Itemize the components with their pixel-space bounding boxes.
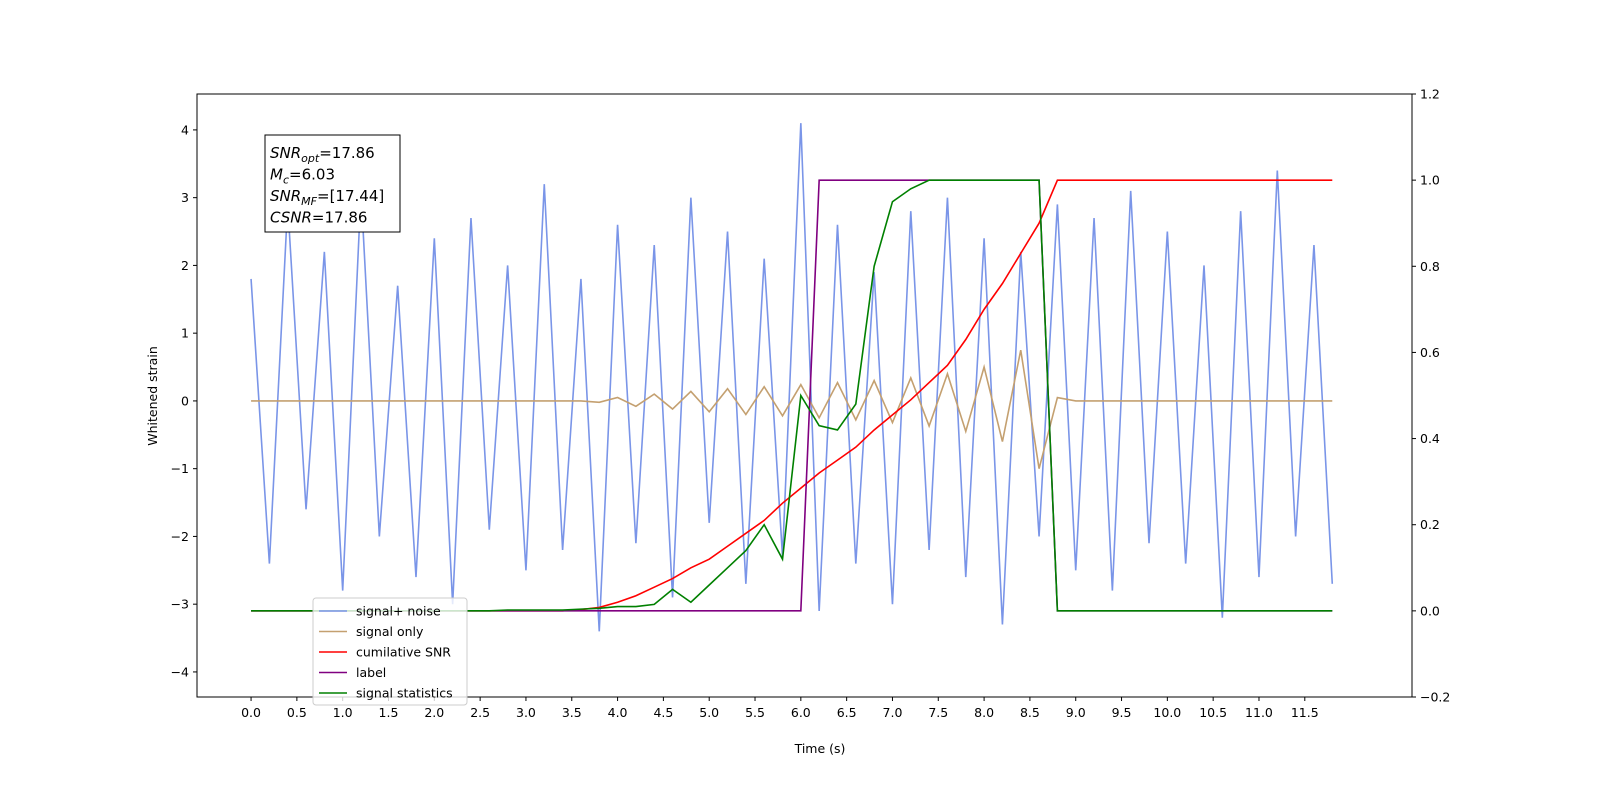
annotation-frame (264, 134, 401, 233)
legend: signal+ noise signal only cumilative SNR la… (312, 597, 468, 706)
y-tick-label: −3 (171, 597, 189, 612)
y2-tick-label: −0.2 (1420, 690, 1450, 705)
y-tick-label: 3 (181, 190, 189, 205)
x-tick-label: 3.5 (562, 705, 582, 720)
plot-frame (196, 93, 1413, 698)
x-tick-label: 9.5 (1112, 705, 1132, 720)
x-tick-label: 5.0 (699, 705, 719, 720)
legend-label: cumilative SNR (356, 645, 451, 660)
x-tick-label: 4.0 (608, 705, 628, 720)
x-tick-label: 1.0 (333, 705, 353, 720)
legend-label: signal only (356, 624, 424, 639)
x-tick-label: 1.5 (379, 705, 399, 720)
x-tick-label: 11.5 (1291, 705, 1319, 720)
annotation-box: SNRopt=17.86Mc=6.03SNRMF=[17.44]CSNR=17.… (264, 134, 401, 233)
y-axis-label: Whitened strain (145, 346, 160, 445)
y-tick-label: 1 (181, 326, 189, 341)
annotation-sub: MF (301, 195, 317, 208)
legend-frame (312, 597, 468, 706)
annotation-value: =6.03 (289, 166, 335, 184)
x-tick-label: 0.0 (241, 705, 261, 720)
annotation-value: =17.86 (312, 209, 368, 227)
y2-tick-label: 0.8 (1420, 259, 1440, 274)
y2-tick-label: 0.6 (1420, 345, 1440, 360)
annotation-symbol: CSNR (270, 209, 312, 227)
annotation: SNRMF=[17.44] (270, 187, 384, 208)
y2-tick-label: 0.4 (1420, 431, 1440, 446)
legend-label: label (356, 665, 386, 680)
legend-label: signal statistics (356, 686, 453, 701)
x-tick-label: 6.5 (837, 705, 857, 720)
annotation-symbol: SNR (270, 144, 301, 162)
x-tick-label: 10.5 (1199, 705, 1227, 720)
x-tick-label: 8.5 (1020, 705, 1040, 720)
x-tick-label: 6.0 (791, 705, 811, 720)
y2-tick-label: 0.0 (1420, 603, 1440, 618)
x-tick-label: 7.5 (928, 705, 948, 720)
series-line (251, 179, 1333, 612)
y2-tick-label: 1.2 (1420, 87, 1440, 102)
legend-label: signal+ noise (356, 604, 441, 619)
x-tick-label: 7.0 (883, 705, 903, 720)
y-tick-label: −1 (171, 461, 189, 476)
annotation-value: =17.86 (319, 144, 375, 162)
annotation-value: =[17.44] (317, 187, 384, 205)
y-tick-label: 2 (181, 258, 189, 273)
annotation: SNRopt=17.86 (270, 144, 375, 165)
x-tick-label: 9.0 (1066, 705, 1086, 720)
x-tick-label: 4.5 (653, 705, 673, 720)
x-tick-label: 0.5 (287, 705, 307, 720)
annotation-sub: opt (301, 152, 320, 165)
annotation-symbol: SNR (270, 187, 301, 205)
x-tick-label: 3.0 (516, 705, 536, 720)
annotation: Mc=6.03 (270, 166, 335, 187)
series-line (251, 179, 1333, 612)
y-tick-label: −4 (171, 664, 189, 679)
series-line (251, 179, 1333, 612)
x-tick-label: 5.5 (745, 705, 765, 720)
y2-tick-label: 1.0 (1420, 173, 1440, 188)
y-tick-label: 0 (181, 393, 189, 408)
annotation-symbol: M (270, 166, 283, 184)
annotation: CSNR=17.86 (270, 209, 367, 227)
y-tick-label: 4 (181, 122, 189, 137)
x-tick-label: 10.0 (1153, 705, 1181, 720)
y2-tick-label: 0.2 (1420, 517, 1440, 532)
series-line (251, 349, 1333, 469)
x-tick-label: 11.0 (1245, 705, 1273, 720)
y-tick-label: −2 (171, 529, 189, 544)
x-tick-label: 8.0 (974, 705, 994, 720)
annotation-sub: c (283, 174, 289, 187)
x-tick-label: 2.5 (470, 705, 490, 720)
x-tick-label: 2.0 (424, 705, 444, 720)
x-axis-label: Time (s) (794, 741, 846, 756)
series-line (250, 123, 1334, 632)
